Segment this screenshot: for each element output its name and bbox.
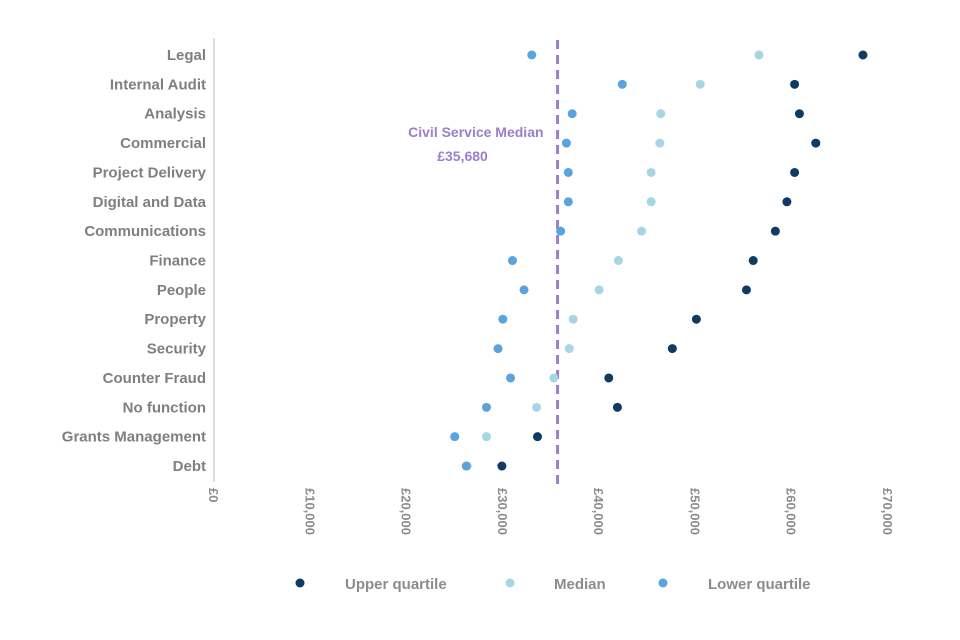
point-lower-quartile [617,79,627,89]
reference-line-label: Civil Service Median [408,124,543,140]
point-lower-quartile [461,461,471,471]
category-label: No function [123,399,206,416]
legend-label: Lower quartile [708,576,811,593]
legend-marker [295,578,305,588]
point-upper-quartile [794,109,804,119]
point-upper-quartile [667,344,677,354]
reference-line-value: £35,680 [437,148,488,164]
point-lower-quartile [498,314,508,324]
point-upper-quartile [612,402,622,412]
category-label: Security [147,341,207,358]
category-label: Internal Audit [110,76,206,93]
point-upper-quartile [741,285,751,295]
point-upper-quartile [604,373,614,383]
points-layer [450,50,868,471]
point-lower-quartile [563,167,573,177]
point-lower-quartile [561,138,571,148]
category-label: Commercial [120,135,206,152]
x-tick-label: £30,000 [495,488,510,535]
x-tick-label: £10,000 [302,488,317,535]
legend: Upper quartile Median Lower quartile [295,576,811,593]
point-median [613,256,623,266]
point-median [594,285,604,295]
point-lower-quartile [563,197,573,207]
axis-layer: Legal Internal Audit Analysis Commercial Pro… [62,38,895,535]
point-median [695,79,705,89]
point-upper-quartile [858,50,868,60]
x-tick-label: £70,000 [880,488,895,535]
x-tick-label: £0 [206,488,221,502]
point-median [646,197,656,207]
point-lower-quartile [507,256,517,266]
category-label: Analysis [144,106,206,123]
point-median [655,138,665,148]
category-label: Finance [149,253,206,270]
point-median [568,314,578,324]
legend-marker [505,578,515,588]
legend-label: Upper quartile [345,576,447,593]
point-upper-quartile [533,432,543,442]
point-median [754,50,764,60]
x-tick-label: £20,000 [399,488,414,535]
point-median [656,109,666,119]
point-median [564,344,574,354]
point-upper-quartile [748,256,758,266]
point-lower-quartile [450,432,460,442]
point-median [637,226,647,236]
point-median [549,373,559,383]
point-median [646,167,656,177]
point-lower-quartile [493,344,503,354]
category-label: Debt [173,458,206,475]
category-label: Project Delivery [93,164,207,181]
reference-line-layer: Civil Service Median £35,680 [408,40,560,485]
point-upper-quartile [497,461,507,471]
point-lower-quartile [556,226,566,236]
point-upper-quartile [770,226,780,236]
point-median [532,402,542,412]
point-upper-quartile [691,314,701,324]
legend-label: Median [554,576,606,593]
point-upper-quartile [790,79,800,89]
point-upper-quartile [811,138,821,148]
category-label: Grants Management [62,429,206,446]
x-tick-label: £50,000 [687,488,702,535]
category-label: People [157,282,206,299]
point-lower-quartile [519,285,529,295]
category-label: Digital and Data [93,194,207,211]
point-lower-quartile [527,50,537,60]
x-tick-label: £60,000 [784,488,799,535]
x-tick-label: £40,000 [591,488,606,535]
legend-marker [658,578,668,588]
point-lower-quartile [567,109,577,119]
point-upper-quartile [790,167,800,177]
category-label: Property [144,311,206,328]
point-lower-quartile [506,373,516,383]
category-label: Counter Fraud [103,370,206,387]
point-lower-quartile [481,402,491,412]
category-label: Legal [167,47,206,64]
point-median [481,432,491,442]
point-upper-quartile [782,197,792,207]
category-label: Communications [84,223,206,240]
